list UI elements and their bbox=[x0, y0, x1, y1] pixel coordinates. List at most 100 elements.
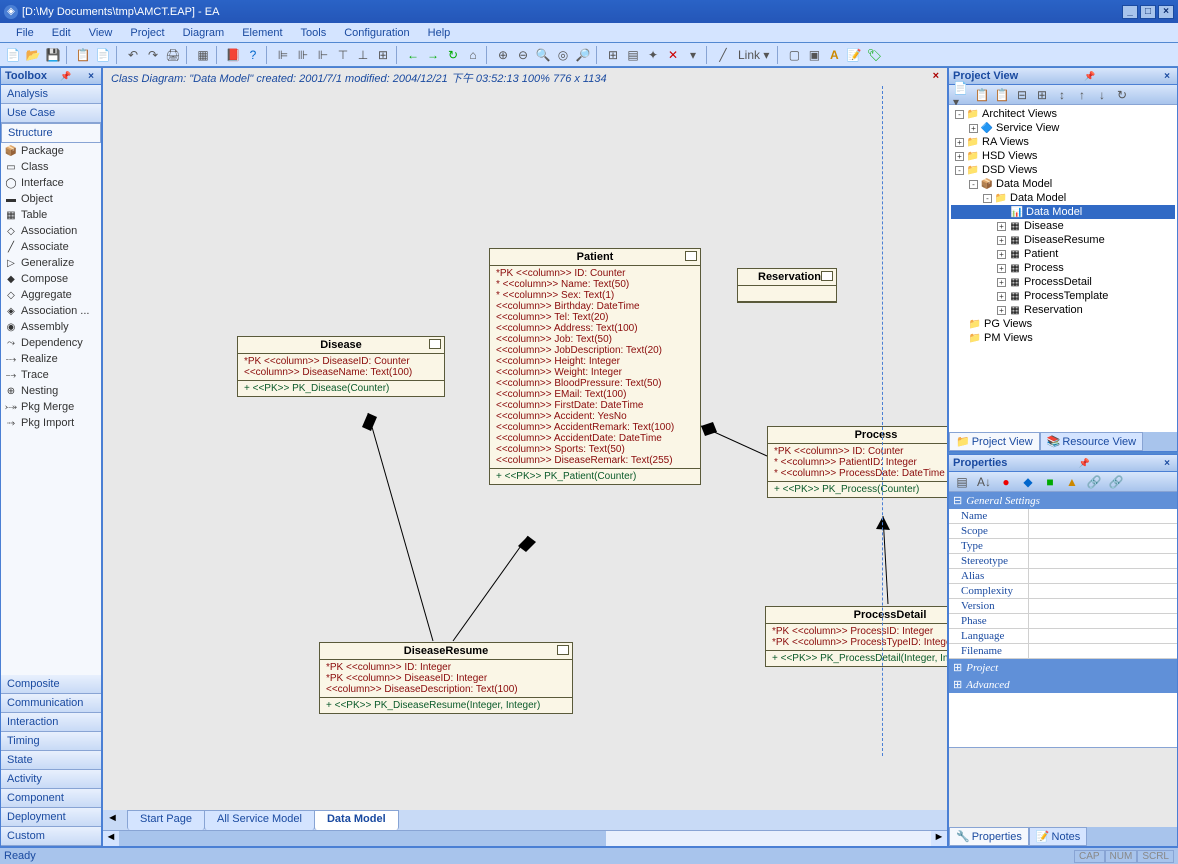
tree-item-dsdviews[interactable]: -📁DSD Views bbox=[951, 163, 1175, 177]
pv-refresh-icon[interactable]: ↻ bbox=[1113, 86, 1131, 104]
horizontal-scrollbar[interactable]: ◄ ► bbox=[103, 830, 947, 846]
toolbox-item-generalize[interactable]: ▷Generalize bbox=[1, 255, 101, 271]
tree-item-processdetail[interactable]: +▦ProcessDetail bbox=[951, 275, 1175, 289]
undo-icon[interactable]: ↶ bbox=[124, 46, 142, 64]
find-icon[interactable]: 🔎 bbox=[574, 46, 592, 64]
book-icon[interactable]: 📕 bbox=[224, 46, 242, 64]
toolbox-item-table[interactable]: ▦Table bbox=[1, 207, 101, 223]
canvas-tab-allservicemodel[interactable]: All Service Model bbox=[204, 810, 315, 830]
canvas-tab-startpage[interactable]: Start Page bbox=[127, 810, 205, 830]
redo-icon[interactable]: ↷ bbox=[144, 46, 162, 64]
uml-entity-reservation[interactable]: Reservation bbox=[737, 268, 837, 303]
forward-icon[interactable]: → bbox=[424, 46, 442, 64]
link2-icon[interactable]: 🔗 bbox=[1107, 473, 1125, 491]
canvas-close-icon[interactable]: × bbox=[933, 70, 939, 84]
menu-project[interactable]: Project bbox=[122, 25, 172, 41]
link-dropdown[interactable]: Link ▾ bbox=[734, 46, 773, 64]
distribute-icon[interactable]: ⊞ bbox=[374, 46, 392, 64]
menu-element[interactable]: Element bbox=[234, 25, 290, 41]
toolbox-item-nesting[interactable]: ⊕Nesting bbox=[1, 383, 101, 399]
open-icon[interactable]: 📂 bbox=[24, 46, 42, 64]
save-icon[interactable]: 💾 bbox=[44, 46, 62, 64]
align-top-icon[interactable]: ⊤ bbox=[334, 46, 352, 64]
toolbox-item-association[interactable]: ◈Association ... bbox=[1, 303, 101, 319]
menu-edit[interactable]: Edit bbox=[44, 25, 79, 41]
prop-row-alias[interactable]: Alias bbox=[949, 569, 1177, 584]
toolbox-item-pkgmerge[interactable]: ⤐Pkg Merge bbox=[1, 399, 101, 415]
tag-icon[interactable]: 🏷 bbox=[865, 46, 883, 64]
tab-properties[interactable]: 🔧Properties bbox=[949, 827, 1029, 846]
toolbox-item-association[interactable]: ◇Association bbox=[1, 223, 101, 239]
prop-row-language[interactable]: Language bbox=[949, 629, 1177, 644]
align-right-icon[interactable]: ⊩ bbox=[314, 46, 332, 64]
menu-file[interactable]: File bbox=[8, 25, 42, 41]
properties-grid[interactable]: ⊟ General SettingsNameScopeTypeStereotyp… bbox=[949, 492, 1177, 747]
align-bottom-icon[interactable]: ⊥ bbox=[354, 46, 372, 64]
new-icon[interactable]: 📄 bbox=[4, 46, 22, 64]
tree-item-pmviews[interactable]: 📁PM Views bbox=[951, 331, 1175, 345]
properties-close-icon[interactable]: × bbox=[1161, 457, 1173, 469]
tree-item-datamodel[interactable]: -📁Data Model bbox=[951, 191, 1175, 205]
pv-collapse-icon[interactable]: ⊟ bbox=[1013, 86, 1031, 104]
pv-paste-icon[interactable]: 📋 bbox=[993, 86, 1011, 104]
toolbox-tab-custom[interactable]: Custom bbox=[1, 827, 101, 846]
toolbox-tab-analysis[interactable]: Analysis bbox=[1, 85, 101, 104]
note-icon[interactable]: 📝 bbox=[845, 46, 863, 64]
paste-icon[interactable]: 📄 bbox=[94, 46, 112, 64]
toolbox-item-pkgimport[interactable]: ⤑Pkg Import bbox=[1, 415, 101, 431]
align-left-icon[interactable]: ⊫ bbox=[274, 46, 292, 64]
tree-item-datamodel[interactable]: -📦Data Model bbox=[951, 177, 1175, 191]
toolbox-item-compose[interactable]: ◆Compose bbox=[1, 271, 101, 287]
toolbox-item-class[interactable]: ▭Class bbox=[1, 159, 101, 175]
pv-copy-icon[interactable]: 📋 bbox=[973, 86, 991, 104]
tree-item-process[interactable]: +▦Process bbox=[951, 261, 1175, 275]
pv-sort-icon[interactable]: ↕ bbox=[1053, 86, 1071, 104]
link-icon[interactable]: 🔗 bbox=[1085, 473, 1103, 491]
copy-icon[interactable]: 📋 bbox=[74, 46, 92, 64]
menu-diagram[interactable]: Diagram bbox=[175, 25, 233, 41]
prop-row-filename[interactable]: Filename bbox=[949, 644, 1177, 659]
prop-row-complexity[interactable]: Complexity bbox=[949, 584, 1177, 599]
toolbox-tab-deployment[interactable]: Deployment bbox=[1, 808, 101, 827]
toolbox-item-aggregate[interactable]: ◇Aggregate bbox=[1, 287, 101, 303]
pv-new-icon[interactable]: 📄▾ bbox=[953, 86, 971, 104]
tree-item-disease[interactable]: +▦Disease bbox=[951, 219, 1175, 233]
refresh-icon[interactable]: ↻ bbox=[444, 46, 462, 64]
maximize-button[interactable]: □ bbox=[1140, 5, 1156, 19]
tree-item-raviews[interactable]: +📁RA Views bbox=[951, 135, 1175, 149]
home-icon[interactable]: ⌂ bbox=[464, 46, 482, 64]
canvas-tab-datamodel[interactable]: Data Model bbox=[314, 810, 399, 830]
toolbox-tab-communication[interactable]: Communication bbox=[1, 694, 101, 713]
zoomout-icon[interactable]: ⊖ bbox=[514, 46, 532, 64]
prop-row-scope[interactable]: Scope bbox=[949, 524, 1177, 539]
uml-entity-disease[interactable]: Disease*PK <<column>> DiseaseID: Counter… bbox=[237, 336, 445, 397]
pin-icon[interactable]: 📌 bbox=[1084, 71, 1095, 82]
tab-resource-view[interactable]: 📚Resource View bbox=[1040, 432, 1143, 451]
tree-item-processtemplate[interactable]: +▦ProcessTemplate bbox=[951, 289, 1175, 303]
tree-item-reservation[interactable]: +▦Reservation bbox=[951, 303, 1175, 317]
toolbox-tab-timing[interactable]: Timing bbox=[1, 732, 101, 751]
menu-configuration[interactable]: Configuration bbox=[336, 25, 417, 41]
toolbox-tab-composite[interactable]: Composite bbox=[1, 675, 101, 694]
tool-icon[interactable]: ▦ bbox=[194, 46, 212, 64]
prop-az-icon[interactable]: A↓ bbox=[975, 473, 993, 491]
wand-icon[interactable]: ✦ bbox=[644, 46, 662, 64]
project-tree[interactable]: -📁Architect Views+🔷Service View+📁RA View… bbox=[949, 105, 1177, 432]
shape-square-icon[interactable]: ■ bbox=[1041, 473, 1059, 491]
prop-cat-icon[interactable]: ▤ bbox=[953, 473, 971, 491]
prop-row-stereotype[interactable]: Stereotype bbox=[949, 554, 1177, 569]
toolbox-item-object[interactable]: ▬Object bbox=[1, 191, 101, 207]
shape-tri-icon[interactable]: ▲ bbox=[1063, 473, 1081, 491]
pv-expand-icon[interactable]: ⊞ bbox=[1033, 86, 1051, 104]
tab-notes[interactable]: 📝Notes bbox=[1029, 827, 1087, 846]
pv-down-icon[interactable]: ↓ bbox=[1093, 86, 1111, 104]
menu-help[interactable]: Help bbox=[420, 25, 459, 41]
line-icon[interactable]: ╱ bbox=[714, 46, 732, 64]
align-center-icon[interactable]: ⊪ bbox=[294, 46, 312, 64]
tree-item-architectviews[interactable]: -📁Architect Views bbox=[951, 107, 1175, 121]
tree-item-datamodel[interactable]: 📊Data Model bbox=[951, 205, 1175, 219]
uml-entity-diseaseresume[interactable]: DiseaseResume*PK <<column>> ID: Integer*… bbox=[319, 642, 573, 714]
pin-icon[interactable]: 📌 bbox=[1079, 458, 1090, 469]
tab-project-view[interactable]: 📁Project View bbox=[949, 432, 1040, 451]
toolbox-item-package[interactable]: 📦Package bbox=[1, 143, 101, 159]
